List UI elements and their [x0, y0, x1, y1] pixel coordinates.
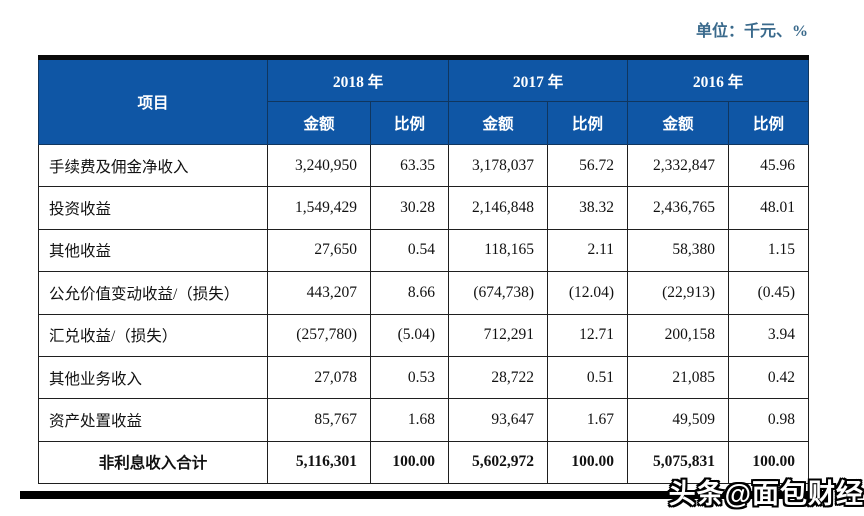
- table-row: 公允价值变动收益/（损失） 443,207 8.66 (674,738) (12.04)…: [38, 271, 810, 315]
- column-header-year-2016: 2016 年: [627, 57, 810, 102]
- cell-value: 0.42: [728, 355, 810, 400]
- cell-value: 100.00: [547, 440, 629, 485]
- cell-value: 2,146,848: [448, 186, 549, 230]
- row-label: 其他收益: [38, 228, 268, 273]
- cell-value: (0.45): [728, 271, 810, 315]
- cell-value: 0.53: [369, 355, 450, 400]
- row-label: 公允价值变动收益/（损失）: [38, 271, 268, 315]
- cell-value: 3,240,950: [267, 143, 371, 188]
- cell-value: 5,602,972: [448, 440, 549, 485]
- column-header-item: 项目: [38, 57, 268, 145]
- cell-value: 27,078: [267, 355, 371, 400]
- cell-value: 38.32: [547, 186, 629, 230]
- table-row-total: 非利息收入合计 5,116,301 100.00 5,602,972 100.00 5,0…: [38, 440, 810, 485]
- cell-value: 49,509: [627, 398, 730, 442]
- cell-value: 2,436,765: [627, 186, 730, 230]
- cell-value: 30.28: [369, 186, 450, 230]
- bottom-rule: [20, 491, 831, 499]
- row-label: 投资收益: [38, 186, 268, 230]
- cell-value: 1.67: [547, 398, 629, 442]
- table-row: 其他收益 27,650 0.54 118,165 2.11 58,380 1.15: [38, 228, 810, 273]
- table-row: 投资收益 1,549,429 30.28 2,146,848 38.32 2,436,76…: [38, 186, 810, 230]
- cell-value: 0.54: [369, 228, 450, 273]
- cell-value: 58,380: [627, 228, 730, 273]
- watermark-toutiao-breadfinance: 头条@面包财经: [668, 479, 864, 509]
- cell-value: (257,780): [267, 313, 371, 357]
- cell-value: 0.51: [547, 355, 629, 400]
- column-header-amount-2016: 金额: [627, 101, 730, 145]
- table-header: 项目 2018 年 2017 年 2016 年 金额 比例 金额 比例 金额 比…: [38, 57, 810, 145]
- row-label: 资产处置收益: [38, 398, 268, 442]
- cell-value: 2.11: [547, 228, 629, 273]
- cell-value: 712,291: [448, 313, 549, 357]
- cell-value: 56.72: [547, 143, 629, 188]
- cell-value: 200,158: [627, 313, 730, 357]
- cell-value: 5,075,831: [627, 440, 730, 485]
- cell-value: (22,913): [627, 271, 730, 315]
- table-row: 其他业务收入 27,078 0.53 28,722 0.51 21,085 0.42: [38, 355, 810, 400]
- row-label: 非利息收入合计: [38, 440, 268, 485]
- row-label: 手续费及佣金净收入: [38, 143, 268, 188]
- column-header-year-2018: 2018 年: [266, 57, 450, 102]
- unit-label: 单位：千元、%: [695, 23, 808, 40]
- column-header-ratio-2017: 比例: [547, 101, 629, 145]
- cell-value: 1,549,429: [267, 186, 371, 230]
- column-header-amount-2017: 金额: [448, 101, 549, 145]
- cell-value: 45.96: [728, 143, 810, 188]
- table-row: 手续费及佣金净收入 3,240,950 63.35 3,178,037 56.72 2,3…: [38, 143, 810, 188]
- cell-value: (5.04): [369, 313, 450, 357]
- table-row: 汇兑收益/（损失） (257,780) (5.04) 712,291 12.71 200,…: [38, 313, 810, 357]
- column-header-amount-2018: 金额: [267, 101, 371, 145]
- cell-value: 93,647: [448, 398, 549, 442]
- non-interest-income-table: 项目 2018 年 2017 年 2016 年 金额 比例 金额 比例 金额 比…: [38, 55, 810, 485]
- cell-value: 3,178,037: [448, 143, 549, 188]
- cell-value: 63.35: [369, 143, 450, 188]
- cell-value: (674,738): [448, 271, 549, 315]
- cell-value: 1.15: [728, 228, 810, 273]
- cell-value: 27,650: [267, 228, 371, 273]
- cell-value: 85,767: [267, 398, 371, 442]
- cell-value: 118,165: [448, 228, 549, 273]
- header-sub-row: 金额 比例 金额 比例 金额 比例: [39, 101, 810, 145]
- cell-value: 443,207: [267, 271, 371, 315]
- cell-value: 100.00: [369, 440, 450, 485]
- table-row: 资产处置收益 85,767 1.68 93,647 1.67 49,509 0.98: [38, 398, 810, 442]
- row-label: 汇兑收益/（损失）: [38, 313, 268, 357]
- cell-value: (12.04): [547, 271, 629, 315]
- column-header-year-2017: 2017 年: [448, 57, 629, 102]
- column-header-ratio-2016: 比例: [728, 101, 810, 145]
- cell-value: 21,085: [627, 355, 730, 400]
- cell-value: 1.68: [369, 398, 450, 442]
- cell-value: 5,116,301: [267, 440, 371, 485]
- table-body: 手续费及佣金净收入 3,240,950 63.35 3,178,037 56.72 2,3…: [38, 143, 810, 485]
- column-header-ratio-2018: 比例: [369, 101, 450, 145]
- cell-value: 12.71: [547, 313, 629, 357]
- cell-value: 48.01: [728, 186, 810, 230]
- cell-value: 3.94: [728, 313, 810, 357]
- cell-value: 100.00: [728, 440, 810, 485]
- cell-value: 2,332,847: [627, 143, 730, 188]
- row-label: 其他业务收入: [38, 355, 268, 400]
- cell-value: 8.66: [369, 271, 450, 315]
- header-year-row: 项目 2018 年 2017 年 2016 年: [38, 57, 810, 145]
- cell-value: 28,722: [448, 355, 549, 400]
- cell-value: 0.98: [728, 398, 810, 442]
